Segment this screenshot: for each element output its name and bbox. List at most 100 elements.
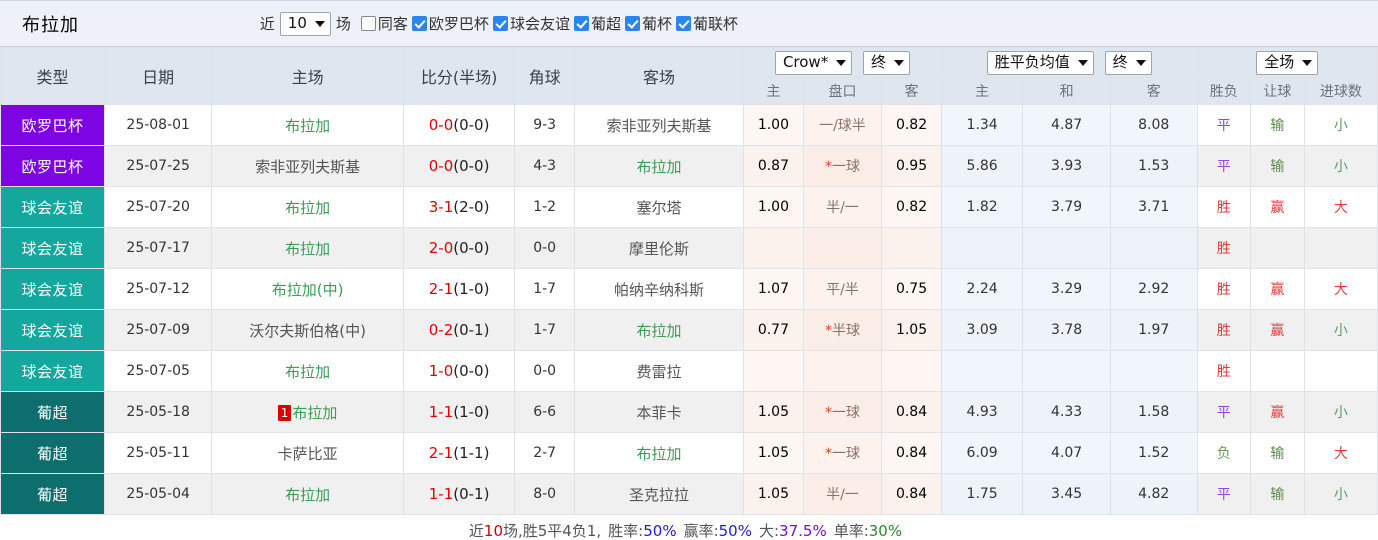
table-row[interactable]: 葡超 25-05-18 1 布拉加 1-1(1-0) 6-6 本菲卡 1.05 *一球 0.84 4… xyxy=(0,391,1378,433)
table-row[interactable]: 葡超 25-05-04 布拉加 1-1(0-1) 8-0 圣克拉拉 1.05 半/一 0.84 1… xyxy=(0,473,1378,515)
handicap-value: 平/半 xyxy=(826,282,859,298)
matches-label: 场 xyxy=(335,15,351,33)
table-row[interactable]: 欧罗巴杯 25-08-01 布拉加 0-0(0-0) 9-3 索非亚列夫斯基 1.00 一/球… xyxy=(0,104,1378,146)
cell-home-team[interactable]: 布拉加 xyxy=(211,350,404,392)
cell-away-team[interactable]: 布拉加 xyxy=(574,145,745,187)
cell-league[interactable]: 葡超 xyxy=(0,473,106,515)
cell-league[interactable]: 球会友谊 xyxy=(0,350,106,392)
odds-source-select[interactable]: Crow* xyxy=(774,50,853,75)
cell-score[interactable]: 3-1(2-0) xyxy=(402,186,516,228)
score-halftime: (2-0) xyxy=(453,198,490,216)
cell-avg-draw xyxy=(1022,350,1111,392)
table-row[interactable]: 球会友谊 25-07-20 布拉加 3-1(2-0) 1-2 塞尔塔 1.00 半/一 0.82… xyxy=(0,186,1378,228)
cell-league[interactable]: 欧罗巴杯 xyxy=(0,145,106,187)
same-venue-label: 同客 xyxy=(377,15,408,33)
cell-home-team[interactable]: 布拉加 xyxy=(211,186,404,228)
cell-league[interactable]: 球会友谊 xyxy=(0,227,106,269)
cell-home-team[interactable]: 布拉加 xyxy=(211,473,404,515)
cell-result-goals xyxy=(1303,227,1378,269)
cell-score[interactable]: 2-1(1-1) xyxy=(402,432,516,474)
home-team-name: 卡萨比亚 xyxy=(277,444,338,463)
home-team-name: 布拉加 xyxy=(285,362,331,381)
cell-date: 25-05-04 xyxy=(104,473,213,515)
score-fulltime: 2-0 xyxy=(428,239,454,257)
cell-score[interactable]: 0-2(0-1) xyxy=(402,309,516,351)
cell-home-team[interactable]: 索非亚列夫斯基 xyxy=(211,145,404,187)
cell-result-handicap: 输 xyxy=(1250,473,1305,515)
competition-filter-4[interactable]: 葡联杯 xyxy=(675,13,738,34)
same-venue-checkbox[interactable]: 同客 xyxy=(360,13,408,34)
col-header-corner: 角球 xyxy=(514,47,576,105)
cell-odds-handicap: 半/一 xyxy=(802,473,883,515)
cell-away-team[interactable]: 本菲卡 xyxy=(574,391,745,433)
cell-away-team[interactable]: 塞尔塔 xyxy=(574,186,745,228)
cell-score[interactable]: 1-1(0-1) xyxy=(402,473,516,515)
competition-filter-1[interactable]: 球会友谊 xyxy=(492,13,570,34)
competition-label-1: 球会友谊 xyxy=(509,15,570,33)
cell-avg-home: 6.09 xyxy=(940,432,1024,474)
table-row[interactable]: 球会友谊 25-07-05 布拉加 1-0(0-0) 0-0 费雷拉胜 xyxy=(0,350,1378,392)
cell-away-team[interactable]: 索非亚列夫斯基 xyxy=(574,104,745,146)
score-fulltime: 0-0 xyxy=(428,116,454,134)
table-row[interactable]: 球会友谊 25-07-09 沃尔夫斯伯格(中) 0-2(0-1) 1-7 布拉加 0.77 *… xyxy=(0,309,1378,351)
result-handicap-value: 赢 xyxy=(1270,282,1285,298)
handicap-rate-label: 赢率: xyxy=(683,521,719,540)
cell-result-goals: 小 xyxy=(1303,309,1378,351)
cell-home-team[interactable]: 布拉加 xyxy=(211,227,404,269)
cell-league[interactable]: 葡超 xyxy=(0,391,106,433)
col-header-odds-handicap: 盘口 xyxy=(802,77,883,105)
cell-away-team[interactable]: 费雷拉 xyxy=(574,350,745,392)
cell-away-team[interactable]: 布拉加 xyxy=(574,432,745,474)
home-team-name: 索非亚列夫斯基 xyxy=(255,157,361,176)
odd-rate-label: 单率: xyxy=(833,521,869,540)
cell-result-handicap: 输 xyxy=(1250,145,1305,187)
table-body: 欧罗巴杯 25-08-01 布拉加 0-0(0-0) 9-3 索非亚列夫斯基 1.00 一/球… xyxy=(0,104,1378,515)
avg-period-select[interactable]: 终 xyxy=(1104,50,1152,75)
cell-home-team[interactable]: 卡萨比亚 xyxy=(211,432,404,474)
cell-score[interactable]: 2-1(1-0) xyxy=(402,268,516,310)
checkbox-checked-icon xyxy=(411,16,427,31)
score-halftime: (0-1) xyxy=(453,485,490,503)
result-scope-select[interactable]: 全场 xyxy=(1256,50,1319,75)
avg-source-select[interactable]: 胜平负均值 xyxy=(986,50,1094,75)
odds-period-select[interactable]: 终 xyxy=(862,50,910,75)
cell-score[interactable]: 1-0(0-0) xyxy=(402,350,516,392)
cell-league[interactable]: 球会友谊 xyxy=(0,186,106,228)
competition-filter-0[interactable]: 欧罗巴杯 xyxy=(411,13,489,34)
cell-score[interactable]: 0-0(0-0) xyxy=(402,145,516,187)
cell-odds-handicap: 平/半 xyxy=(802,268,883,310)
cell-league[interactable]: 欧罗巴杯 xyxy=(0,104,106,146)
chevron-down-icon xyxy=(1302,60,1313,66)
cell-avg-draw: 3.79 xyxy=(1022,186,1111,228)
match-count-select[interactable]: 10 xyxy=(279,11,331,36)
table-row[interactable]: 球会友谊 25-07-17 布拉加 2-0(0-0) 0-0 摩里伦斯胜 xyxy=(0,227,1378,269)
cell-score[interactable]: 2-0(0-0) xyxy=(402,227,516,269)
table-row[interactable]: 球会友谊 25-07-12 布拉加(中) 2-1(1-0) 1-7 帕纳辛纳科斯 1.07 平… xyxy=(0,268,1378,310)
cell-league[interactable]: 葡超 xyxy=(0,432,106,474)
cell-home-team[interactable]: 布拉加 xyxy=(211,104,404,146)
table-row[interactable]: 葡超 25-05-11 卡萨比亚 2-1(1-1) 2-7 布拉加 1.05 *一球 0.84 6… xyxy=(0,432,1378,474)
cell-home-team[interactable]: 沃尔夫斯伯格(中) xyxy=(211,309,404,351)
col-header-away: 客场 xyxy=(574,47,745,105)
cell-league[interactable]: 球会友谊 xyxy=(0,309,106,351)
result-goals-value: 小 xyxy=(1333,323,1348,339)
cell-away-team[interactable]: 布拉加 xyxy=(574,309,745,351)
competition-filter-3[interactable]: 葡杯 xyxy=(624,13,672,34)
cell-score[interactable]: 1-1(1-0) xyxy=(402,391,516,433)
cell-home-team[interactable]: 1 布拉加 xyxy=(211,391,404,433)
big-rate-stat: 大:37.5% xyxy=(759,520,827,540)
cell-home-team[interactable]: 布拉加(中) xyxy=(211,268,404,310)
cell-avg-draw: 3.93 xyxy=(1022,145,1111,187)
handicap-value: *一球 xyxy=(824,446,860,462)
cell-result-handicap: 输 xyxy=(1250,432,1305,474)
cell-result-goals: 大 xyxy=(1303,268,1378,310)
cell-away-team[interactable]: 帕纳辛纳科斯 xyxy=(574,268,745,310)
cell-away-team[interactable]: 摩里伦斯 xyxy=(574,227,745,269)
table-row[interactable]: 欧罗巴杯 25-07-25 索非亚列夫斯基 0-0(0-0) 4-3 布拉加 0.87 *一球… xyxy=(0,145,1378,187)
result-wl-value: 平 xyxy=(1216,159,1231,175)
cell-away-team[interactable]: 圣克拉拉 xyxy=(574,473,745,515)
home-team-name: 布拉加 xyxy=(292,403,338,422)
competition-filter-2[interactable]: 葡超 xyxy=(573,13,621,34)
cell-league[interactable]: 球会友谊 xyxy=(0,268,106,310)
cell-score[interactable]: 0-0(0-0) xyxy=(402,104,516,146)
